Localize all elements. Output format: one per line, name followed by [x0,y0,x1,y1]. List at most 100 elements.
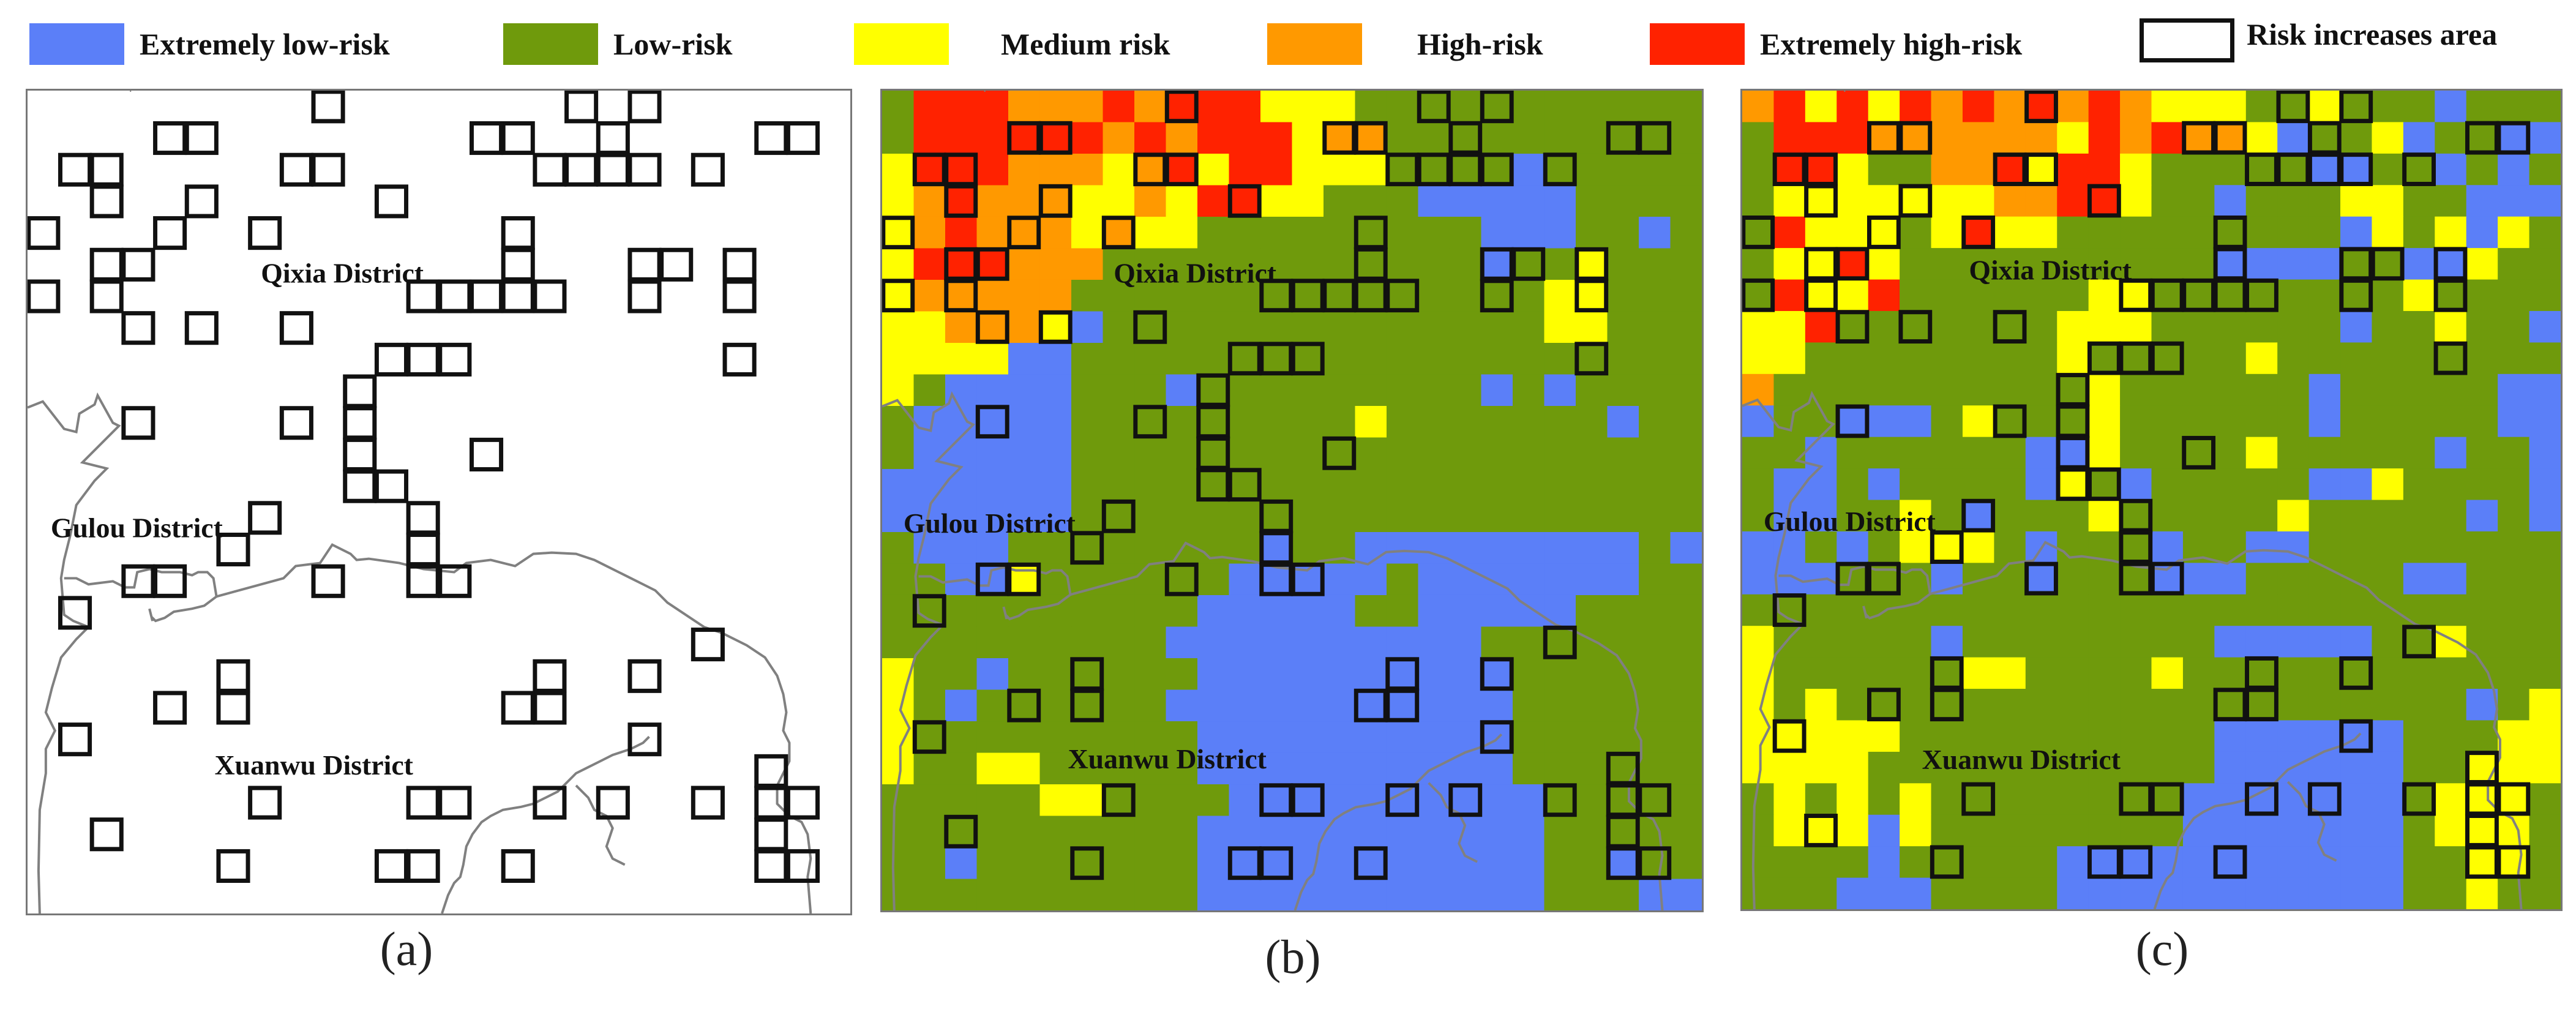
risk-cell [1418,343,1450,375]
risk-cell [1576,626,1608,659]
risk-cell [2466,279,2498,312]
risk-cell [945,185,978,217]
risk-cell [1197,784,1230,817]
risk-cell [1670,784,1702,817]
risk-cell [1008,752,1041,785]
risk-increase-cell [1804,152,1838,186]
risk-cell [1994,216,2026,249]
risk-increase-cell [1835,561,1870,596]
risk-increase-cell [469,279,504,313]
risk-cell [2057,468,2089,501]
risk-increase-cell [1930,530,1964,565]
risk-cell [2025,342,2057,375]
risk-cell [1292,248,1324,280]
risk-cell [1292,500,1324,533]
risk-increase-cell [1101,499,1136,533]
risk-cell [1197,153,1230,186]
risk-increase-cell [501,216,535,250]
risk-cell [2340,594,2373,626]
risk-cell [2088,783,2121,816]
risk-cell [1103,311,1135,343]
risk-increase-cell [1898,121,1933,155]
risk-cell [1134,374,1167,407]
risk-cell [1576,343,1608,375]
risk-cell [2088,279,2121,312]
risk-cell [1355,689,1387,722]
risk-cell [1323,816,1356,848]
risk-cell [1071,531,1104,565]
risk-increase-cell [1385,152,1420,187]
risk-cell [1292,216,1324,249]
risk-cell [2403,689,2435,721]
risk-increase-cell [1638,121,1672,155]
risk-increase-cell [1606,751,1640,786]
risk-cell [2403,310,2435,343]
risk-cell [1071,248,1104,280]
risk-cell [1449,153,1482,186]
risk-cell [1639,563,1671,596]
risk-cell [1773,689,1806,721]
risk-cell [2151,91,2184,123]
risk-cell [2372,373,2404,406]
risk-cell [1260,216,1293,249]
risk-increase-cell [1867,561,1901,596]
risk-cell [2057,437,2089,469]
risk-cell [1039,343,1072,375]
risk-cell [1994,720,2026,752]
risk-cell [1481,122,1513,154]
risk-cell [2498,248,2530,280]
risk-cell [1134,658,1167,691]
risk-cell [1386,279,1419,312]
risk-cell [1449,595,1482,628]
risk-increase-cell [216,659,250,693]
risk-cell [1607,311,1639,343]
risk-cell [1868,185,1900,217]
risk-cell [1134,185,1167,217]
risk-cell [1292,531,1324,565]
risk-cell [1868,626,1900,658]
risk-cell [1481,153,1513,186]
risk-cell [2182,405,2215,438]
risk-cell [1323,689,1356,722]
risk-cell [2245,563,2278,595]
risk-cell [1008,500,1041,533]
risk-cell [2214,563,2247,595]
risk-cell [1931,342,1963,375]
risk-cell [976,248,1009,280]
risk-cell [1039,626,1072,659]
legend: Extremely low-risk Low-risk Medium risk … [0,0,2576,86]
risk-cell [2088,405,2121,438]
risk-increase-cell [754,786,788,820]
risk-increase-cell [754,754,788,788]
risk-cell [2498,310,2530,343]
risk-cell [976,626,1009,659]
risk-cell [2435,531,2467,563]
risk-cell [1386,122,1419,154]
risk-cell [1962,153,1994,186]
risk-increase-cell [2213,121,2247,155]
risk-cell [1103,343,1135,375]
risk-cell [1994,279,2026,312]
risk-cell [2025,437,2057,469]
risk-increase-cell [1259,499,1294,533]
risk-cell [1386,721,1419,754]
risk-increase-cell [1480,91,1514,124]
risk-cell [1197,563,1230,596]
risk-cell [976,752,1009,785]
gulou-label: Gulou District [904,508,1076,539]
risk-cell [976,437,1009,470]
risk-cell [1513,721,1545,754]
risk-cell [2151,689,2184,721]
risk-cell [1900,751,1932,784]
risk-cell [1292,658,1324,691]
risk-cell [2340,531,2373,563]
risk-cell [1103,658,1135,691]
risk-cell [976,153,1009,186]
risk-cell [2120,468,2152,501]
risk-increase-cell [1606,814,1640,849]
risk-cell [882,469,915,501]
risk-cell [1355,500,1387,533]
risk-cell [2498,468,2530,501]
risk-cell [1166,406,1198,438]
risk-cell [1773,153,1806,186]
